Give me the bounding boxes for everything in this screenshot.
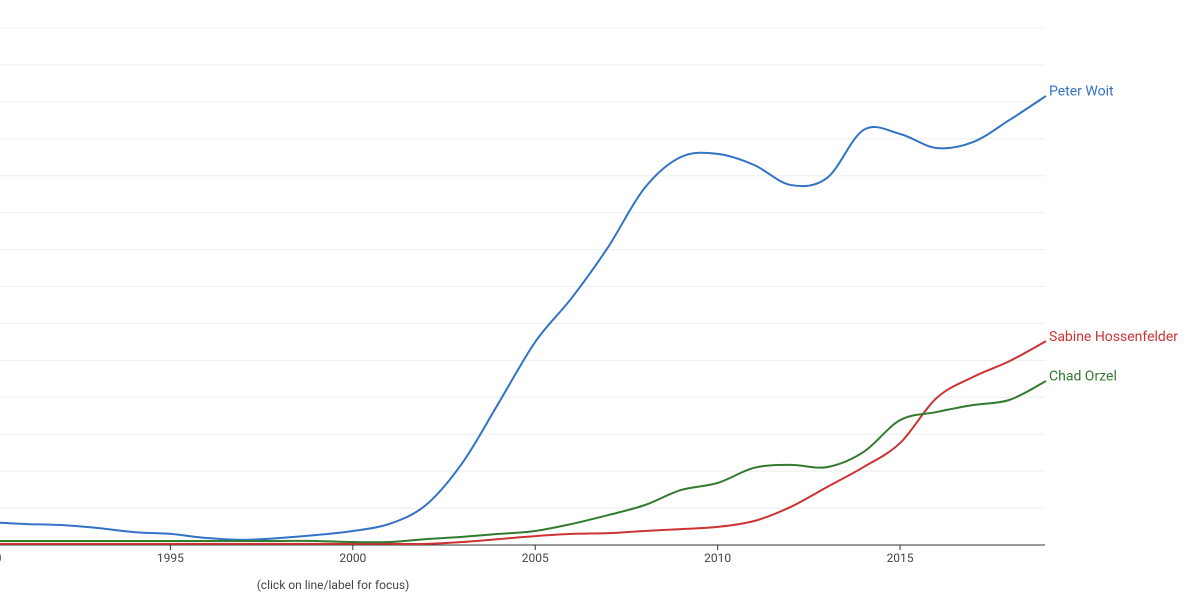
series-label[interactable]: Peter Woit <box>1049 84 1114 100</box>
series-line[interactable] <box>0 380 1047 544</box>
x-tick-label: 1995 <box>157 551 184 565</box>
series-line[interactable] <box>0 95 1047 541</box>
x-tick-label: 2010 <box>704 551 731 565</box>
x-tick-label: 2005 <box>522 551 549 565</box>
focus-hint: (click on line/label for focus) <box>257 578 410 592</box>
x-tick-label: 1990 <box>0 551 2 565</box>
series-label[interactable]: Sabine Hossenfelder <box>1049 329 1178 345</box>
series-line[interactable] <box>0 340 1047 546</box>
series-label[interactable]: Chad Orzel <box>1049 369 1117 385</box>
x-tick-label: 2015 <box>887 551 914 565</box>
x-tick-label: 2000 <box>339 551 366 565</box>
